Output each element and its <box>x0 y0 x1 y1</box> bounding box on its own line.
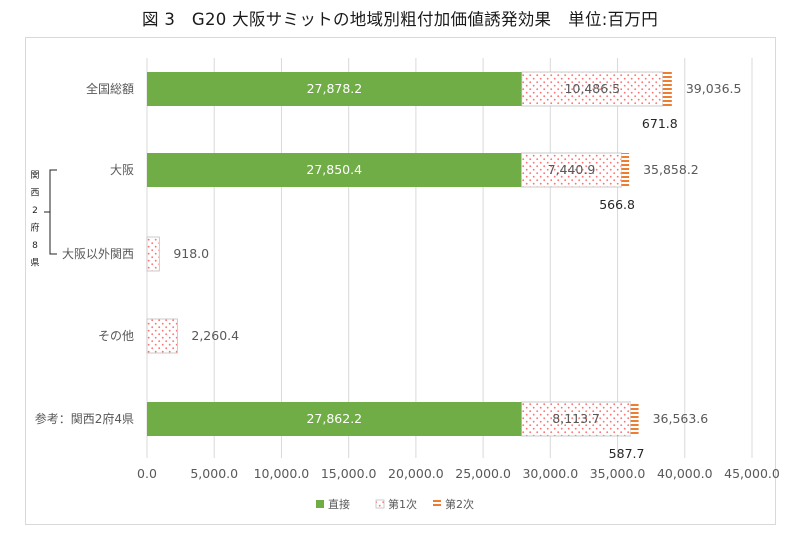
bar-direct <box>147 72 522 106</box>
x-tick-label: 25,000.0 <box>455 466 511 481</box>
legend-swatch-second <box>433 500 441 508</box>
x-tick-label: 0.0 <box>137 466 157 481</box>
bar-second <box>630 402 639 436</box>
data-label-direct: 27,862.2 <box>306 411 362 426</box>
legend-swatch-first <box>375 499 385 509</box>
x-tick-label: 35,000.0 <box>590 466 646 481</box>
x-tick-label: 30,000.0 <box>522 466 578 481</box>
legend-label: 直接 <box>328 497 350 511</box>
data-label-total: 35,858.2 <box>643 162 699 177</box>
data-label-total: 39,036.5 <box>686 81 742 96</box>
bracket-line <box>49 169 57 255</box>
bar-direct <box>147 402 522 436</box>
bracket-char: 8 <box>32 241 38 251</box>
bracket-char: 2 <box>32 206 38 216</box>
x-tick-label: 40,000.0 <box>657 466 713 481</box>
bar-first <box>146 236 160 272</box>
category-label: 参考：関西2府4県 <box>35 411 134 426</box>
bar-first <box>146 318 178 354</box>
category-label: 全国総額 <box>86 81 134 96</box>
data-label-second: 671.8 <box>642 116 678 131</box>
bar-direct <box>147 153 522 187</box>
x-tick-label: 10,000.0 <box>254 466 310 481</box>
bracket-char: 県 <box>30 258 39 269</box>
legend-swatch-direct <box>316 500 324 508</box>
legend-label: 第2次 <box>445 497 474 511</box>
chart-frame <box>25 37 776 525</box>
chart-title: 図 3 G20 大阪サミットの地域別粗付加価値誘発効果 単位:百万円 <box>141 10 659 29</box>
bar-first <box>521 71 664 107</box>
x-tick-label: 5,000.0 <box>190 466 238 481</box>
data-label-first: 7,440.9 <box>548 162 596 177</box>
legend-label: 第1次 <box>388 497 417 511</box>
bar-second <box>662 72 672 106</box>
data-label-total: 36,563.6 <box>653 411 709 426</box>
bracket-char: 府 <box>30 222 39 234</box>
data-label-first: 8,113.7 <box>552 411 600 426</box>
bracket-char: 西 <box>30 188 39 199</box>
bar-first <box>521 401 632 437</box>
bar-first <box>521 152 622 188</box>
bar-second <box>621 153 630 187</box>
data-label-second: 566.8 <box>599 197 635 212</box>
data-label-direct: 27,850.4 <box>306 162 362 177</box>
category-label: その他 <box>98 329 134 343</box>
data-label-first: 10,486.5 <box>564 81 620 96</box>
bracket-char: 関 <box>30 170 39 181</box>
x-tick-label: 15,000.0 <box>321 466 377 481</box>
x-tick-label: 20,000.0 <box>388 466 444 481</box>
data-label-direct: 27,878.2 <box>307 81 363 96</box>
category-label: 大阪 <box>110 163 134 177</box>
data-label-total: 2,260.4 <box>191 328 239 343</box>
data-label-second: 587.7 <box>609 446 645 461</box>
x-tick-label: 45,000.0 <box>724 466 780 481</box>
category-label: 大阪以外関西 <box>62 247 134 261</box>
data-label-total: 918.0 <box>173 246 209 261</box>
